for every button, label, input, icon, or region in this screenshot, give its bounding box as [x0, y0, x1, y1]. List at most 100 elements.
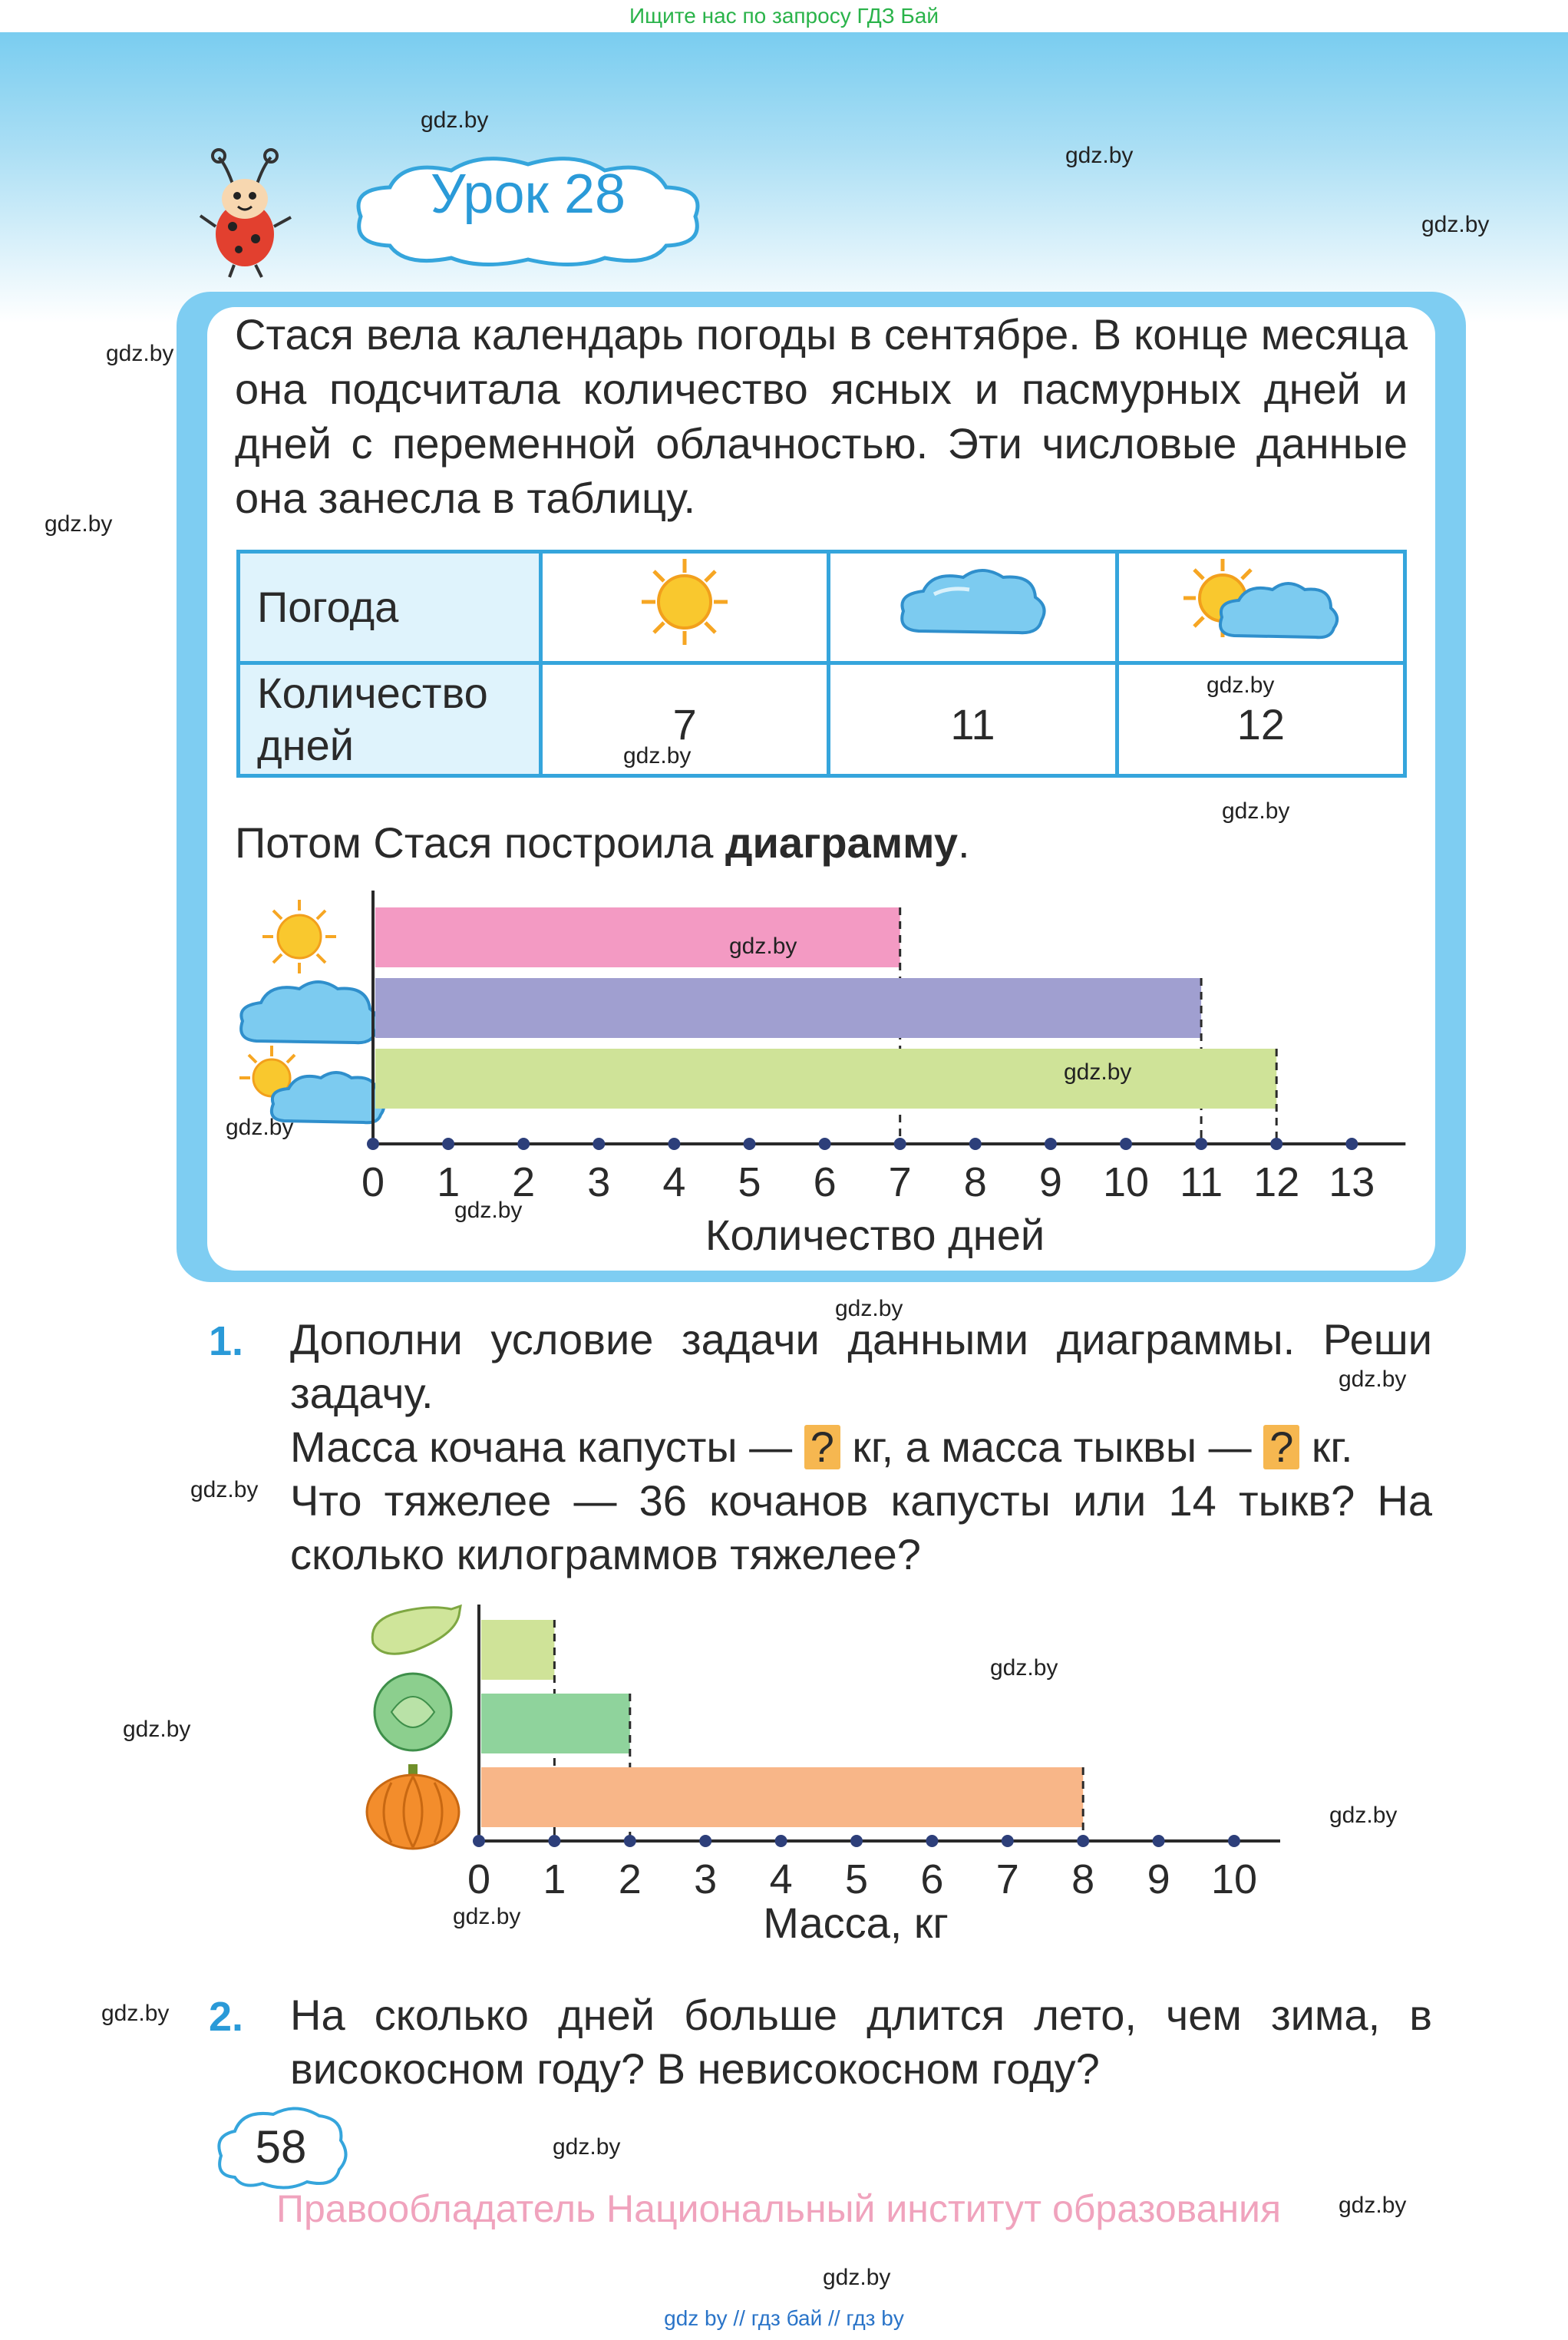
task-panel-inner	[207, 307, 1435, 1271]
task-1-line2-c: кг.	[1299, 1423, 1353, 1471]
x-tick-label: 12	[1253, 1159, 1299, 1205]
chart-bar	[375, 1049, 1277, 1109]
then-text-start: Потом Стася построила	[235, 818, 725, 867]
watermark: gdz.by	[835, 1296, 903, 1321]
sun-icon	[642, 558, 728, 645]
weather-header-cell: Погода	[236, 549, 543, 666]
x-tick-dot	[548, 1835, 561, 1847]
watermark: gdz.by	[421, 107, 489, 133]
x-tick-label: 5	[738, 1159, 761, 1205]
x-tick-dot	[442, 1138, 455, 1150]
sun-cell	[538, 549, 831, 666]
top-notice[interactable]: Ищите нас по запросу ГДЗ Бай	[0, 0, 1568, 32]
mass-chart-xlabel: Масса, кг	[763, 1899, 949, 1947]
x-tick-dot	[1077, 1835, 1090, 1847]
task-1-line2-b: кг, а масса тыквы —	[840, 1423, 1264, 1471]
x-tick-label: 2	[619, 1856, 642, 1902]
watermark: gdz.by	[623, 743, 692, 768]
lesson-cloud-icon	[356, 157, 700, 267]
pumpkin-mass-question-box[interactable]: ?	[1263, 1425, 1300, 1469]
x-tick-dot	[774, 1835, 787, 1847]
sunny-days-value: 7	[538, 661, 831, 778]
x-tick-label: 0	[361, 1159, 385, 1205]
sun-cloud-cell	[1114, 549, 1408, 666]
x-tick-label: 9	[1147, 1856, 1170, 1902]
x-tick-label: 1	[543, 1856, 566, 1902]
x-tick-label: 3	[587, 1159, 610, 1205]
x-tick-dot	[743, 1138, 756, 1150]
x-tick-label: 7	[889, 1159, 912, 1205]
weather-chart-xlabel: Количество дней	[705, 1211, 1045, 1259]
chart-bar	[375, 978, 1202, 1038]
intro-text: Стася вела календарь погоды в сентябре. …	[235, 310, 1408, 522]
x-tick-dot	[367, 1138, 379, 1150]
chart-sun-icon	[262, 900, 336, 973]
chart-zucchini-icon	[371, 1604, 462, 1655]
watermark: gdz.by	[453, 1904, 521, 1929]
chart-sun-cloud-icon	[239, 1046, 386, 1125]
x-tick-dot	[1228, 1835, 1240, 1847]
chart-bar	[481, 1694, 630, 1753]
vegetable-mass-bar-chart: 0 1 2 3 4 5 6 7 8 9 10 Масса, кг	[365, 1604, 1280, 1947]
weather-table: Погода	[236, 549, 1408, 778]
x-tick-label: 10	[1211, 1856, 1257, 1902]
x-tick-dot	[1270, 1138, 1283, 1150]
then-text-end: .	[958, 818, 970, 867]
task-1-number: 1.	[209, 1318, 244, 1364]
watermark: gdz.by	[101, 2001, 170, 2026]
x-tick-label: 1	[437, 1159, 460, 1205]
x-tick-label: 3	[694, 1856, 717, 1902]
page-number: 58	[255, 2121, 307, 2173]
watermark: gdz.by	[106, 341, 174, 366]
watermark: gdz.by	[45, 511, 113, 537]
x-tick-dot	[593, 1138, 606, 1150]
watermark: gdz.by	[1207, 673, 1275, 698]
watermark: gdz.by	[1339, 2193, 1407, 2218]
lesson-title: Урок 28	[430, 164, 626, 225]
x-tick-label: 10	[1103, 1159, 1149, 1205]
chart-bar	[375, 907, 900, 967]
cloud-icon	[900, 568, 1047, 634]
task-1-line2: Масса кочана капусты — ? кг, а масса тык…	[290, 1420, 1432, 1474]
x-tick-label: 8	[964, 1159, 987, 1205]
watermark: gdz.by	[226, 1115, 294, 1140]
x-tick-dot	[969, 1138, 982, 1150]
x-tick-label: 6	[920, 1856, 943, 1902]
x-tick-label: 0	[467, 1856, 490, 1902]
chart-pumpkin-icon	[365, 1764, 460, 1850]
weather-bar-chart: 0 1 2 3 4 5 6 7 8 9 10 11 12 13 Количество дней	[239, 891, 1406, 1259]
x-tick-label: 11	[1180, 1159, 1223, 1205]
watermark: gdz.by	[553, 2134, 621, 2160]
x-tick-dot	[818, 1138, 831, 1150]
x-tick-label: 4	[662, 1159, 685, 1205]
page-number-cloud-icon	[217, 2107, 348, 2190]
task-1-text: Дополни условие задачи данными диаграммы…	[290, 1313, 1432, 1581]
x-tick-dot	[850, 1835, 863, 1847]
ladybug-mascot-icon	[199, 148, 292, 278]
then-text-bold: диаграмму	[725, 818, 959, 867]
cabbage-mass-question-box[interactable]: ?	[804, 1425, 840, 1469]
task-1-line3: Что тяжелее — 36 кочанов капусты или 14 …	[290, 1476, 1432, 1578]
days-header-cell: Количество дней	[236, 661, 543, 778]
watermark: gdz.by	[1421, 212, 1490, 237]
watermark: gdz.by	[190, 1477, 259, 1502]
x-tick-dot	[1001, 1835, 1014, 1847]
partly-cloudy-days-value: 12	[1114, 661, 1408, 778]
x-tick-dot	[893, 1138, 906, 1150]
x-tick-label: 7	[996, 1856, 1019, 1902]
watermark: gdz.by	[454, 1198, 523, 1223]
task-2-number: 2.	[209, 1994, 244, 2040]
bottom-links[interactable]: gdz by // гдз бай // гдз by	[664, 2306, 904, 2330]
watermark: gdz.by	[123, 1717, 191, 1742]
chart-cabbage-icon	[373, 1672, 453, 1752]
x-tick-dot	[473, 1835, 485, 1847]
x-tick-label: 4	[770, 1856, 793, 1902]
sun-cloud-icon	[1183, 558, 1339, 639]
x-tick-label: 6	[814, 1159, 837, 1205]
watermark: gdz.by	[1329, 1803, 1398, 1828]
x-tick-dot	[1152, 1835, 1165, 1847]
watermark: gdz.by	[729, 934, 797, 959]
x-tick-dot	[1120, 1138, 1132, 1150]
watermark: gdz.by	[990, 1655, 1058, 1681]
x-tick-label: 5	[845, 1856, 868, 1902]
